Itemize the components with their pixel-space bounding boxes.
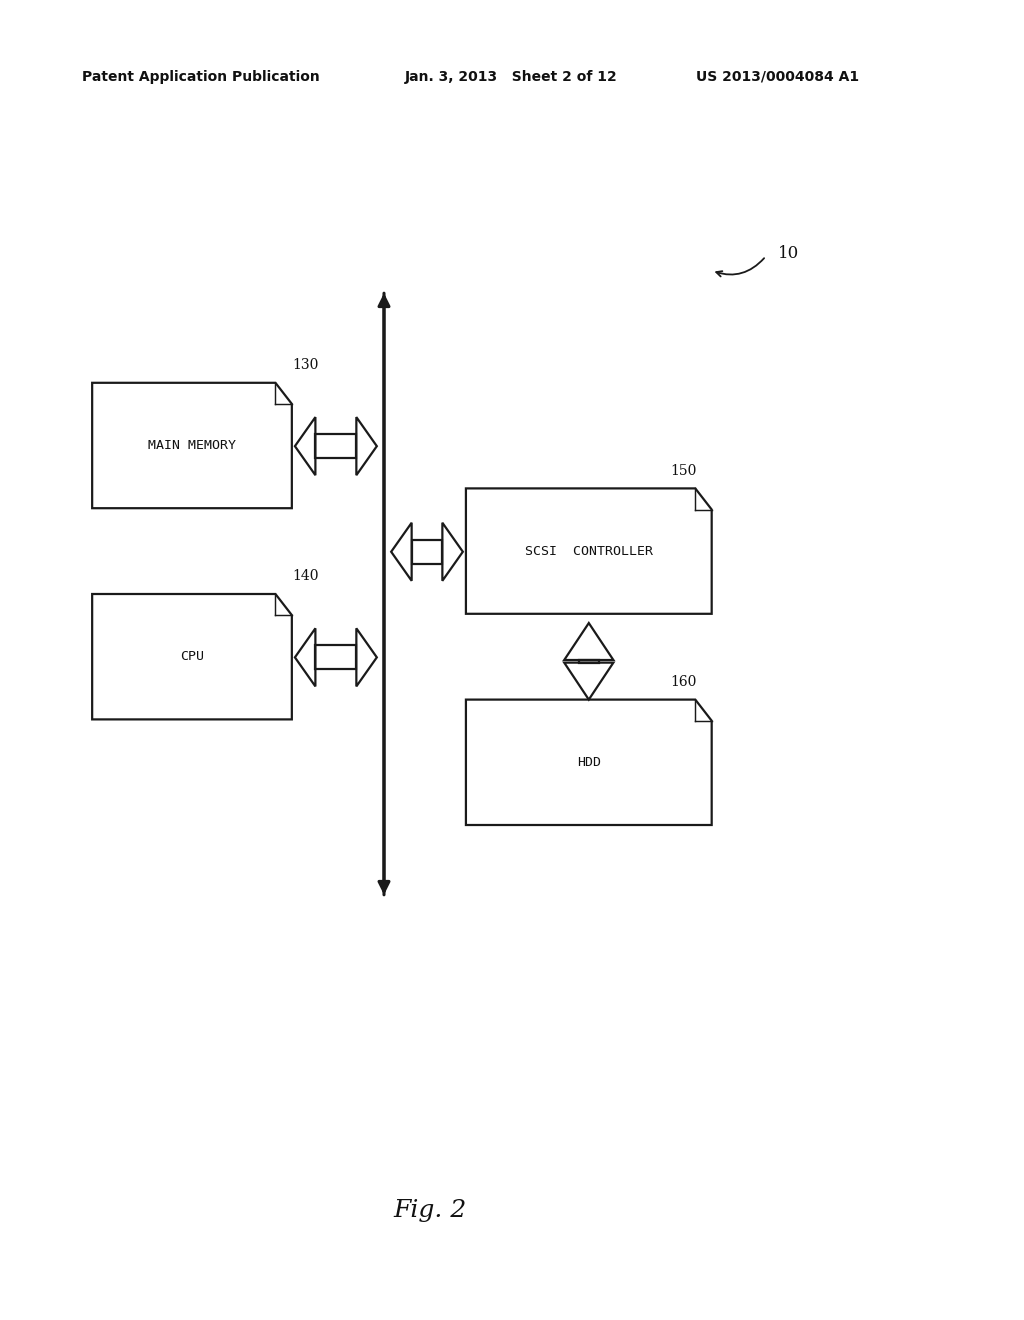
Text: Jan. 3, 2013   Sheet 2 of 12: Jan. 3, 2013 Sheet 2 of 12 <box>404 70 617 83</box>
Text: 150: 150 <box>671 463 697 478</box>
Text: SCSI  CONTROLLER: SCSI CONTROLLER <box>524 545 653 557</box>
Text: 140: 140 <box>292 569 318 583</box>
Text: 10: 10 <box>778 246 800 261</box>
Text: Fig. 2: Fig. 2 <box>393 1199 467 1222</box>
Text: 160: 160 <box>671 675 697 689</box>
Text: US 2013/0004084 A1: US 2013/0004084 A1 <box>696 70 859 83</box>
Text: CPU: CPU <box>180 651 204 663</box>
Text: MAIN MEMORY: MAIN MEMORY <box>148 440 236 451</box>
Text: 130: 130 <box>292 358 318 372</box>
Text: HDD: HDD <box>577 756 601 768</box>
Text: Patent Application Publication: Patent Application Publication <box>82 70 319 83</box>
